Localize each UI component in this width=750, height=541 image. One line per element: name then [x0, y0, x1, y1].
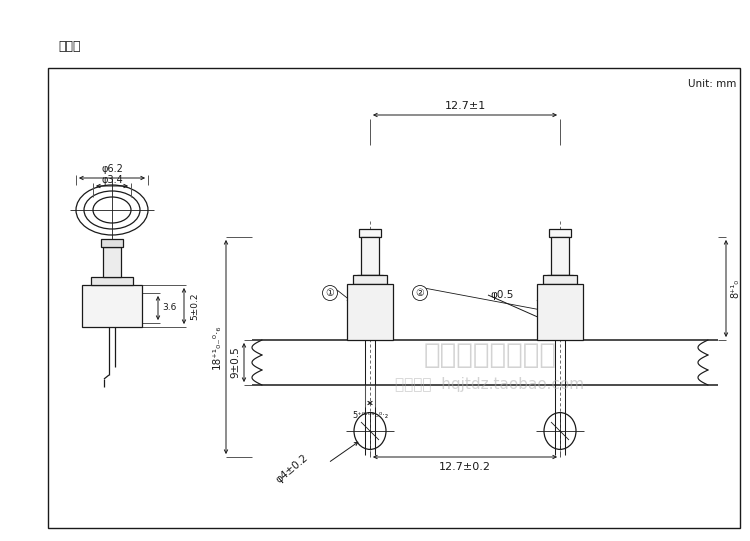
Bar — [551, 237, 569, 275]
Text: ②: ② — [416, 288, 424, 298]
Bar — [101, 239, 123, 247]
Text: ②: ② — [416, 288, 424, 298]
Text: φ0.5: φ0.5 — [490, 290, 513, 300]
Text: 12.7±1: 12.7±1 — [444, 101, 486, 111]
Bar — [543, 275, 577, 284]
Text: 12.7±0.2: 12.7±0.2 — [439, 462, 491, 472]
Text: 5±0.2: 5±0.2 — [190, 292, 199, 320]
Text: 外形图: 外形图 — [58, 40, 80, 53]
Bar — [547, 275, 573, 282]
Bar — [359, 229, 381, 237]
Text: 8⁺¹₀: 8⁺¹₀ — [730, 279, 740, 298]
Text: 5⁺⁰·⁰⁵₋⁰·₂: 5⁺⁰·⁰⁵₋⁰·₂ — [352, 411, 388, 420]
Text: 实物拍摄  hqjtdz.taobao.com: 实物拍摄 hqjtdz.taobao.com — [395, 378, 584, 393]
Text: φ4±0.2: φ4±0.2 — [274, 453, 310, 485]
Bar — [353, 275, 387, 284]
Bar — [357, 275, 383, 282]
Bar — [549, 229, 571, 237]
Bar — [82, 285, 142, 327]
Text: 深圳华强杰通电子: 深圳华强杰通电子 — [424, 341, 556, 369]
Text: φ6.2: φ6.2 — [101, 164, 123, 174]
Bar — [347, 284, 393, 340]
Text: 3.6: 3.6 — [162, 304, 176, 313]
Bar — [103, 247, 121, 277]
Bar — [48, 68, 740, 528]
Bar — [361, 237, 379, 275]
Circle shape — [322, 286, 338, 300]
Bar — [537, 284, 583, 340]
Text: φ3.4: φ3.4 — [101, 175, 123, 185]
Text: Unit: mm: Unit: mm — [688, 79, 736, 89]
Text: ①: ① — [326, 288, 334, 298]
Text: ①: ① — [326, 288, 334, 298]
Bar — [91, 277, 133, 285]
Text: 9±0.5: 9±0.5 — [230, 347, 240, 378]
Circle shape — [413, 286, 428, 300]
Text: 18⁺¹₀₋⁰·₆: 18⁺¹₀₋⁰·₆ — [212, 325, 222, 370]
